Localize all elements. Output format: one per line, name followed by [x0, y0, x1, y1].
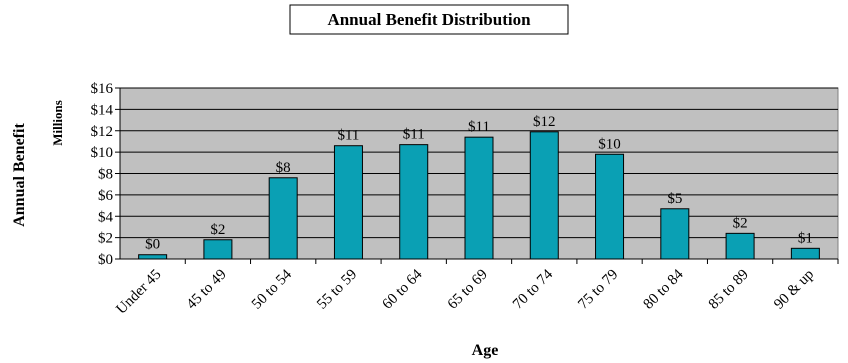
data-label: $8: [276, 160, 291, 176]
data-label: $0: [145, 237, 160, 253]
x-tick-label: 90 & up: [771, 267, 817, 313]
y-tick-label: $0: [98, 252, 113, 268]
data-label: $2: [733, 215, 748, 231]
bar: [529, 131, 559, 260]
bar: [138, 254, 168, 260]
data-label: $12: [533, 114, 556, 130]
bar: [333, 145, 363, 260]
data-label: $5: [667, 191, 682, 207]
data-label: $10: [598, 136, 621, 152]
bar: [203, 239, 233, 260]
x-tick-label: 55 to 59: [314, 267, 360, 313]
title-box: Annual Benefit Distribution: [289, 4, 569, 35]
title-border: [289, 4, 569, 35]
y-tick-label: $12: [91, 124, 114, 140]
x-axis-title: Age: [472, 342, 499, 359]
bar: [464, 136, 494, 260]
bar: [268, 177, 298, 260]
bar: [595, 153, 625, 260]
y-tick-label: $6: [98, 188, 114, 204]
x-tick-label: 50 to 54: [249, 266, 295, 312]
data-label: $11: [403, 127, 425, 143]
x-tick-label: 70 to 74: [510, 266, 556, 312]
bar: [660, 208, 690, 260]
x-tick-label: 65 to 69: [445, 267, 491, 313]
data-label: $1: [798, 230, 813, 246]
x-tick-label: Under 45: [113, 267, 164, 318]
data-label: $2: [210, 222, 225, 238]
y-tick-label: $2: [98, 231, 113, 247]
y-tick-label: $8: [98, 167, 113, 183]
x-tick-label: 60 to 64: [379, 266, 425, 312]
y-axis-title: Annual Benefit: [11, 123, 28, 227]
y-tick-label: $14: [91, 102, 114, 118]
x-tick-label: 75 to 79: [575, 267, 621, 313]
bar: [790, 247, 820, 260]
y-tick-label: $16: [91, 81, 114, 97]
y-tick-label: $4: [98, 209, 114, 225]
chart-title: Annual Benefit Distribution: [327, 10, 531, 29]
x-tick-label: 80 to 84: [641, 266, 687, 312]
bar: [725, 232, 755, 260]
x-tick-label: 45 to 49: [184, 267, 230, 313]
y-tick-label: $10: [91, 145, 114, 161]
bar: [399, 144, 429, 260]
y-axis-units: Millions: [50, 100, 65, 146]
data-label: $11: [337, 128, 359, 144]
x-tick-label: 85 to 89: [706, 267, 752, 313]
data-label: $11: [468, 119, 490, 135]
